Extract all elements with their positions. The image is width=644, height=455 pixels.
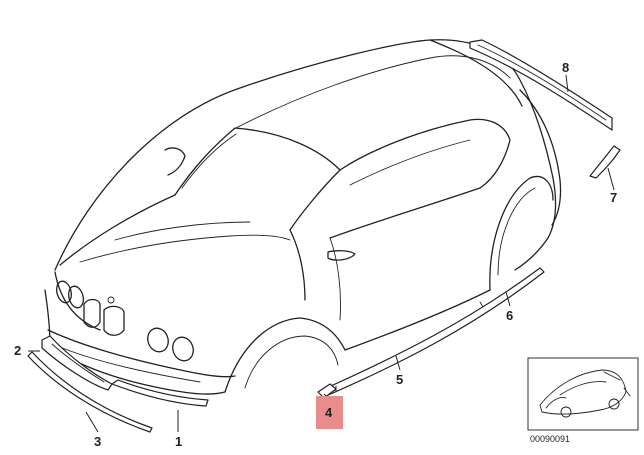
inset-car-outline [539,369,631,418]
callout-2: 2 [14,343,21,358]
callout-1: 1 [175,434,182,449]
callout-7: 7 [610,190,617,205]
part-4-end-cap [317,383,337,399]
leader-lines [28,74,615,433]
callout-8: 8 [562,60,569,75]
callout-labels: 1 2 3 4 5 6 7 8 [14,60,617,449]
highlight-box [316,396,343,429]
part-5-6-side-sill-strip [321,267,545,397]
callout-5: 5 [396,372,403,387]
callout-6: 6 [506,308,513,323]
part-8-roof-moulding [469,39,613,131]
part-3-front-strip [27,351,153,433]
part-7-trim-strip [589,145,621,179]
inset-overview: 00090091 [527,357,639,444]
inset-frame [527,357,639,431]
drawing-code: 00090091 [530,434,570,444]
part-1-spoiler-strip [111,379,209,407]
car-outline [44,39,562,395]
callout-3: 3 [94,434,101,449]
part-2-plate-base [41,335,113,391]
callout-4: 4 [325,405,333,420]
